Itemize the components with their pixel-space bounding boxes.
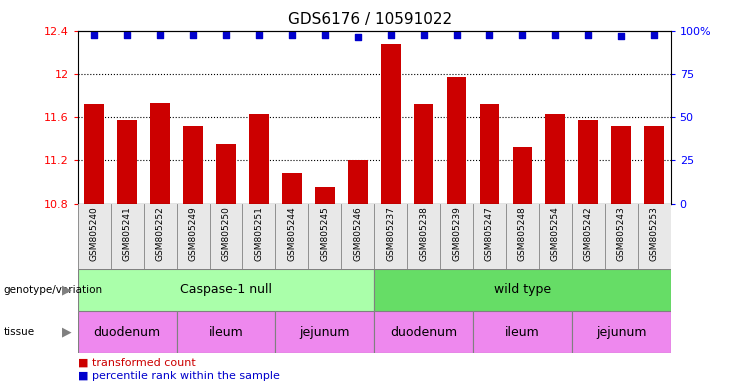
Text: Caspase-1 null: Caspase-1 null [180,283,272,296]
Text: GSM805248: GSM805248 [518,206,527,261]
Point [385,32,396,38]
Point [648,32,660,38]
Point [319,32,330,38]
Text: ▶: ▶ [62,326,71,339]
Bar [216,144,236,204]
Text: GSM805250: GSM805250 [222,206,230,261]
Bar [611,126,631,204]
Text: GSM805244: GSM805244 [288,206,296,261]
Text: GSM805251: GSM805251 [254,206,264,261]
Text: ileum: ileum [209,326,243,339]
Text: GSM805247: GSM805247 [485,206,494,261]
Text: GSM805249: GSM805249 [188,206,198,261]
Bar [381,44,401,204]
Bar [78,269,374,311]
Text: GSM805239: GSM805239 [452,206,461,261]
Bar [413,104,433,204]
Bar [644,126,664,204]
Point [451,32,462,38]
Bar [348,161,368,204]
Text: tissue: tissue [4,327,35,337]
Bar [84,104,104,204]
Text: GSM805253: GSM805253 [650,206,659,261]
Text: GSM805238: GSM805238 [419,206,428,261]
Text: ▶: ▶ [62,283,71,296]
Text: wild type: wild type [494,283,551,296]
Point [615,33,627,39]
Bar [579,120,598,204]
Point [122,32,133,38]
Bar [176,311,276,353]
Bar [447,77,466,204]
Text: GSM805240: GSM805240 [90,206,99,261]
Text: GSM805246: GSM805246 [353,206,362,261]
Text: GSM805252: GSM805252 [156,206,165,261]
Point [352,34,364,40]
Bar [249,114,269,204]
Text: genotype/variation: genotype/variation [4,285,103,295]
Bar [545,114,565,204]
Bar [78,311,176,353]
Bar [150,103,170,204]
Text: jejunum: jejunum [299,326,350,339]
Text: GSM805245: GSM805245 [320,206,329,261]
Text: duodenum: duodenum [390,326,457,339]
Point [549,32,561,38]
Text: GSM805237: GSM805237 [386,206,395,261]
Text: GSM805243: GSM805243 [617,206,625,261]
Bar [473,311,572,353]
Point [253,32,265,38]
Text: duodenum: duodenum [93,326,161,339]
Point [582,32,594,38]
Text: GDS6176 / 10591022: GDS6176 / 10591022 [288,12,453,26]
Point [187,32,199,38]
Point [220,32,232,38]
Point [418,32,430,38]
Bar [315,187,335,204]
Text: GSM805254: GSM805254 [551,206,560,261]
Bar [479,104,499,204]
Bar [282,173,302,204]
Bar [276,311,374,353]
Point [286,32,298,38]
Bar [513,147,532,204]
Text: ileum: ileum [505,326,539,339]
Bar [183,126,203,204]
Point [516,32,528,38]
Bar [374,311,473,353]
Bar [374,269,671,311]
Bar [117,120,137,204]
Point [88,32,100,38]
Bar [572,311,671,353]
Text: GSM805241: GSM805241 [123,206,132,261]
Text: jejunum: jejunum [596,326,646,339]
Text: ■ percentile rank within the sample: ■ percentile rank within the sample [78,371,279,381]
Text: GSM805242: GSM805242 [584,206,593,261]
Point [154,32,166,38]
Point [484,32,496,38]
Text: ■ transformed count: ■ transformed count [78,358,196,368]
